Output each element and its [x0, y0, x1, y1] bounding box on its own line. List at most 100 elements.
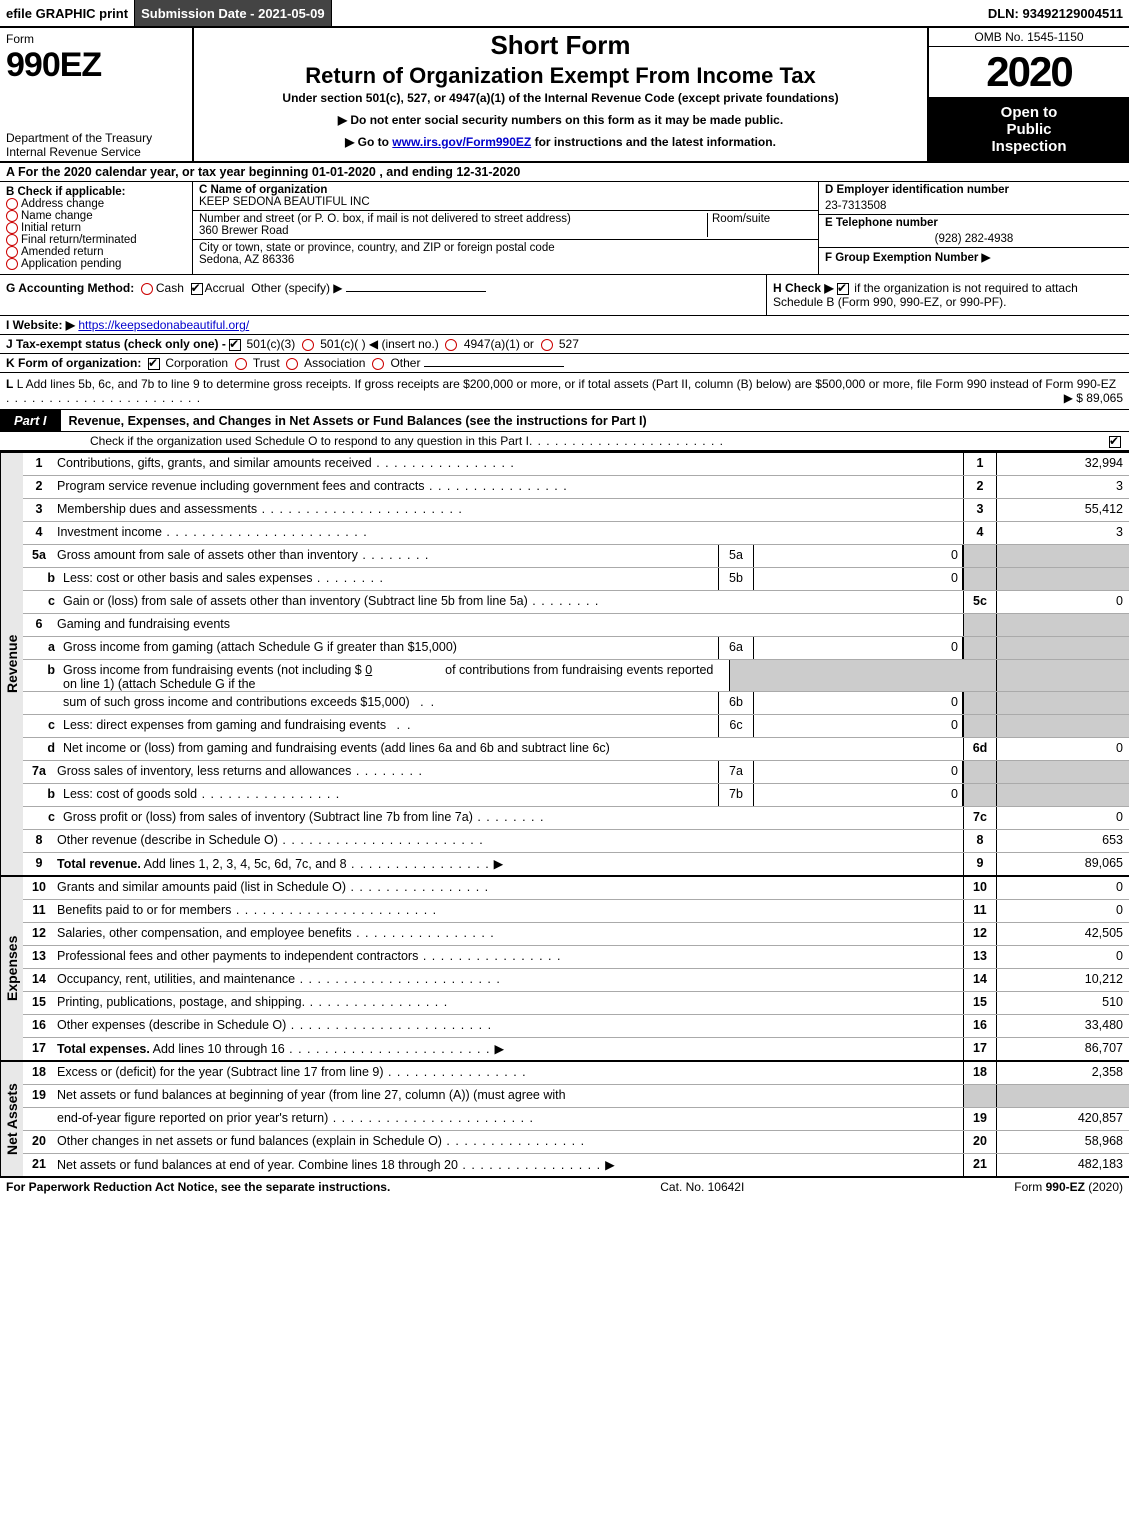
line-ref: 9 — [963, 853, 997, 875]
line-desc: Gross amount from sale of assets other t… — [57, 548, 358, 562]
circle-icon[interactable] — [541, 339, 553, 351]
instr-goto-pre: ▶ Go to — [345, 135, 392, 149]
g-cash: Cash — [156, 281, 184, 295]
line-desc-bold: Total expenses. — [57, 1042, 150, 1056]
footer-right: Form 990-EZ (2020) — [1014, 1180, 1123, 1194]
line-ref: 20 — [963, 1131, 997, 1153]
line-ref: 19 — [963, 1108, 997, 1130]
k-opt-corp: Corporation — [165, 356, 228, 370]
ein-value: 23-7313508 — [819, 198, 1129, 214]
circle-icon[interactable] — [141, 283, 153, 295]
line-value: 32,994 — [997, 453, 1129, 475]
line-ref: 17 — [963, 1038, 997, 1060]
submission-date-button[interactable]: Submission Date - 2021-05-09 — [135, 0, 332, 26]
line-desc: Gaming and fundraising events — [57, 617, 230, 631]
shade-cell — [997, 614, 1129, 636]
dept-irs: Internal Revenue Service — [6, 145, 186, 159]
line-value: 58,968 — [997, 1131, 1129, 1153]
checkbox-checked-icon[interactable] — [1109, 436, 1121, 448]
circle-icon[interactable] — [6, 234, 18, 246]
open-line1: Open to — [931, 104, 1127, 121]
line-num: 13 — [23, 946, 55, 968]
line-num: 3 — [23, 499, 55, 521]
irs-link[interactable]: www.irs.gov/Form990EZ — [392, 135, 531, 149]
room-suite-label: Room/suite — [707, 213, 812, 237]
checkbox-checked-icon[interactable] — [837, 283, 849, 295]
box-b: B Check if applicable: Address change Na… — [0, 182, 193, 274]
line-num: 2 — [23, 476, 55, 498]
circle-icon[interactable] — [6, 222, 18, 234]
shade-cell — [997, 784, 1129, 806]
mid-value: 0 — [754, 545, 963, 567]
line-desc: Net assets or fund balances at end of ye… — [57, 1158, 458, 1172]
instr-goto: ▶ Go to www.irs.gov/Form990EZ for instru… — [202, 135, 919, 149]
page-footer: For Paperwork Reduction Act Notice, see … — [0, 1178, 1129, 1196]
omb-number: OMB No. 1545-1150 — [929, 28, 1129, 47]
circle-icon[interactable] — [372, 358, 384, 370]
circle-icon[interactable] — [6, 246, 18, 258]
line-num: 4 — [23, 522, 55, 544]
line-value: 86,707 — [997, 1038, 1129, 1060]
circle-icon[interactable] — [445, 339, 457, 351]
revenue-section: Revenue 1Contributions, gifts, grants, a… — [0, 451, 1129, 877]
line-num: 16 — [23, 1015, 55, 1037]
shade-cell — [963, 614, 997, 636]
line-num: 19 — [23, 1085, 55, 1107]
box-b-item-pending: Application pending — [6, 258, 186, 270]
street-value: 360 Brewer Road — [199, 225, 707, 237]
checkbox-checked-icon[interactable] — [229, 339, 241, 351]
shade-cell — [729, 660, 997, 691]
line-desc: Program service revenue including govern… — [57, 479, 425, 493]
line-num: 14 — [23, 969, 55, 991]
checkbox-checked-icon[interactable] — [191, 283, 203, 295]
subtitle: Under section 501(c), 527, or 4947(a)(1)… — [202, 91, 919, 105]
circle-icon[interactable] — [6, 210, 18, 222]
row-j: J Tax-exempt status (check only one) - 5… — [0, 335, 1129, 354]
g-label: G Accounting Method: — [6, 281, 134, 295]
g-accrual: Accrual — [205, 281, 245, 295]
row-l: L L Add lines 5b, 6c, and 7b to line 9 t… — [0, 373, 1129, 410]
line-num: 21 — [23, 1154, 55, 1176]
shade-cell — [963, 784, 997, 806]
row-i: I Website: ▶ https://keepsedonabeautiful… — [0, 316, 1129, 335]
j-opt3: 4947(a)(1) or — [464, 337, 534, 351]
mid-ref: 5a — [718, 545, 754, 567]
line-value: 0 — [997, 807, 1129, 829]
top-bar: efile GRAPHIC print Submission Date - 20… — [0, 0, 1129, 28]
triangle-icon: ▶ — [494, 1041, 504, 1056]
line-desc: Net income or (loss) from gaming and fun… — [63, 741, 610, 755]
shade-cell — [963, 761, 997, 783]
line-ref: 12 — [963, 923, 997, 945]
checkbox-checked-icon[interactable] — [148, 358, 160, 370]
circle-icon[interactable] — [302, 339, 314, 351]
netassets-section: Net Assets 18Excess or (deficit) for the… — [0, 1062, 1129, 1178]
circle-icon[interactable] — [235, 358, 247, 370]
line-ref: 21 — [963, 1154, 997, 1176]
j-opt1: 501(c)(3) — [247, 337, 296, 351]
line-num: b — [23, 660, 61, 691]
mid-value: 0 — [754, 568, 963, 590]
line-value: 482,183 — [997, 1154, 1129, 1176]
circle-icon[interactable] — [6, 198, 18, 210]
h-label: H Check ▶ — [773, 281, 834, 295]
line-num: 15 — [23, 992, 55, 1014]
line-num — [23, 692, 61, 714]
line-num: 7a — [23, 761, 55, 783]
line-num: 9 — [23, 853, 55, 875]
circle-icon[interactable] — [6, 258, 18, 270]
box-b-item-address: Address change — [6, 198, 186, 210]
k-opt-other: Other — [390, 356, 420, 370]
triangle-icon: ▶ — [494, 856, 504, 871]
row-h: H Check ▶ if the organization is not req… — [766, 275, 1129, 315]
line-value: 0 — [997, 738, 1129, 760]
line-ref: 8 — [963, 830, 997, 852]
line-value: 653 — [997, 830, 1129, 852]
circle-icon[interactable] — [286, 358, 298, 370]
line-value: 42,505 — [997, 923, 1129, 945]
dln-text: DLN: 93492129004511 — [982, 0, 1129, 26]
website-link[interactable]: https://keepsedonabeautiful.org/ — [78, 318, 249, 332]
phone-value: (928) 282-4938 — [819, 231, 1129, 247]
box-c: C Name of organization KEEP SEDONA BEAUT… — [193, 182, 818, 274]
l-value: ▶ $ 89,065 — [1064, 391, 1123, 405]
row-g: G Accounting Method: Cash Accrual Other … — [0, 275, 766, 315]
